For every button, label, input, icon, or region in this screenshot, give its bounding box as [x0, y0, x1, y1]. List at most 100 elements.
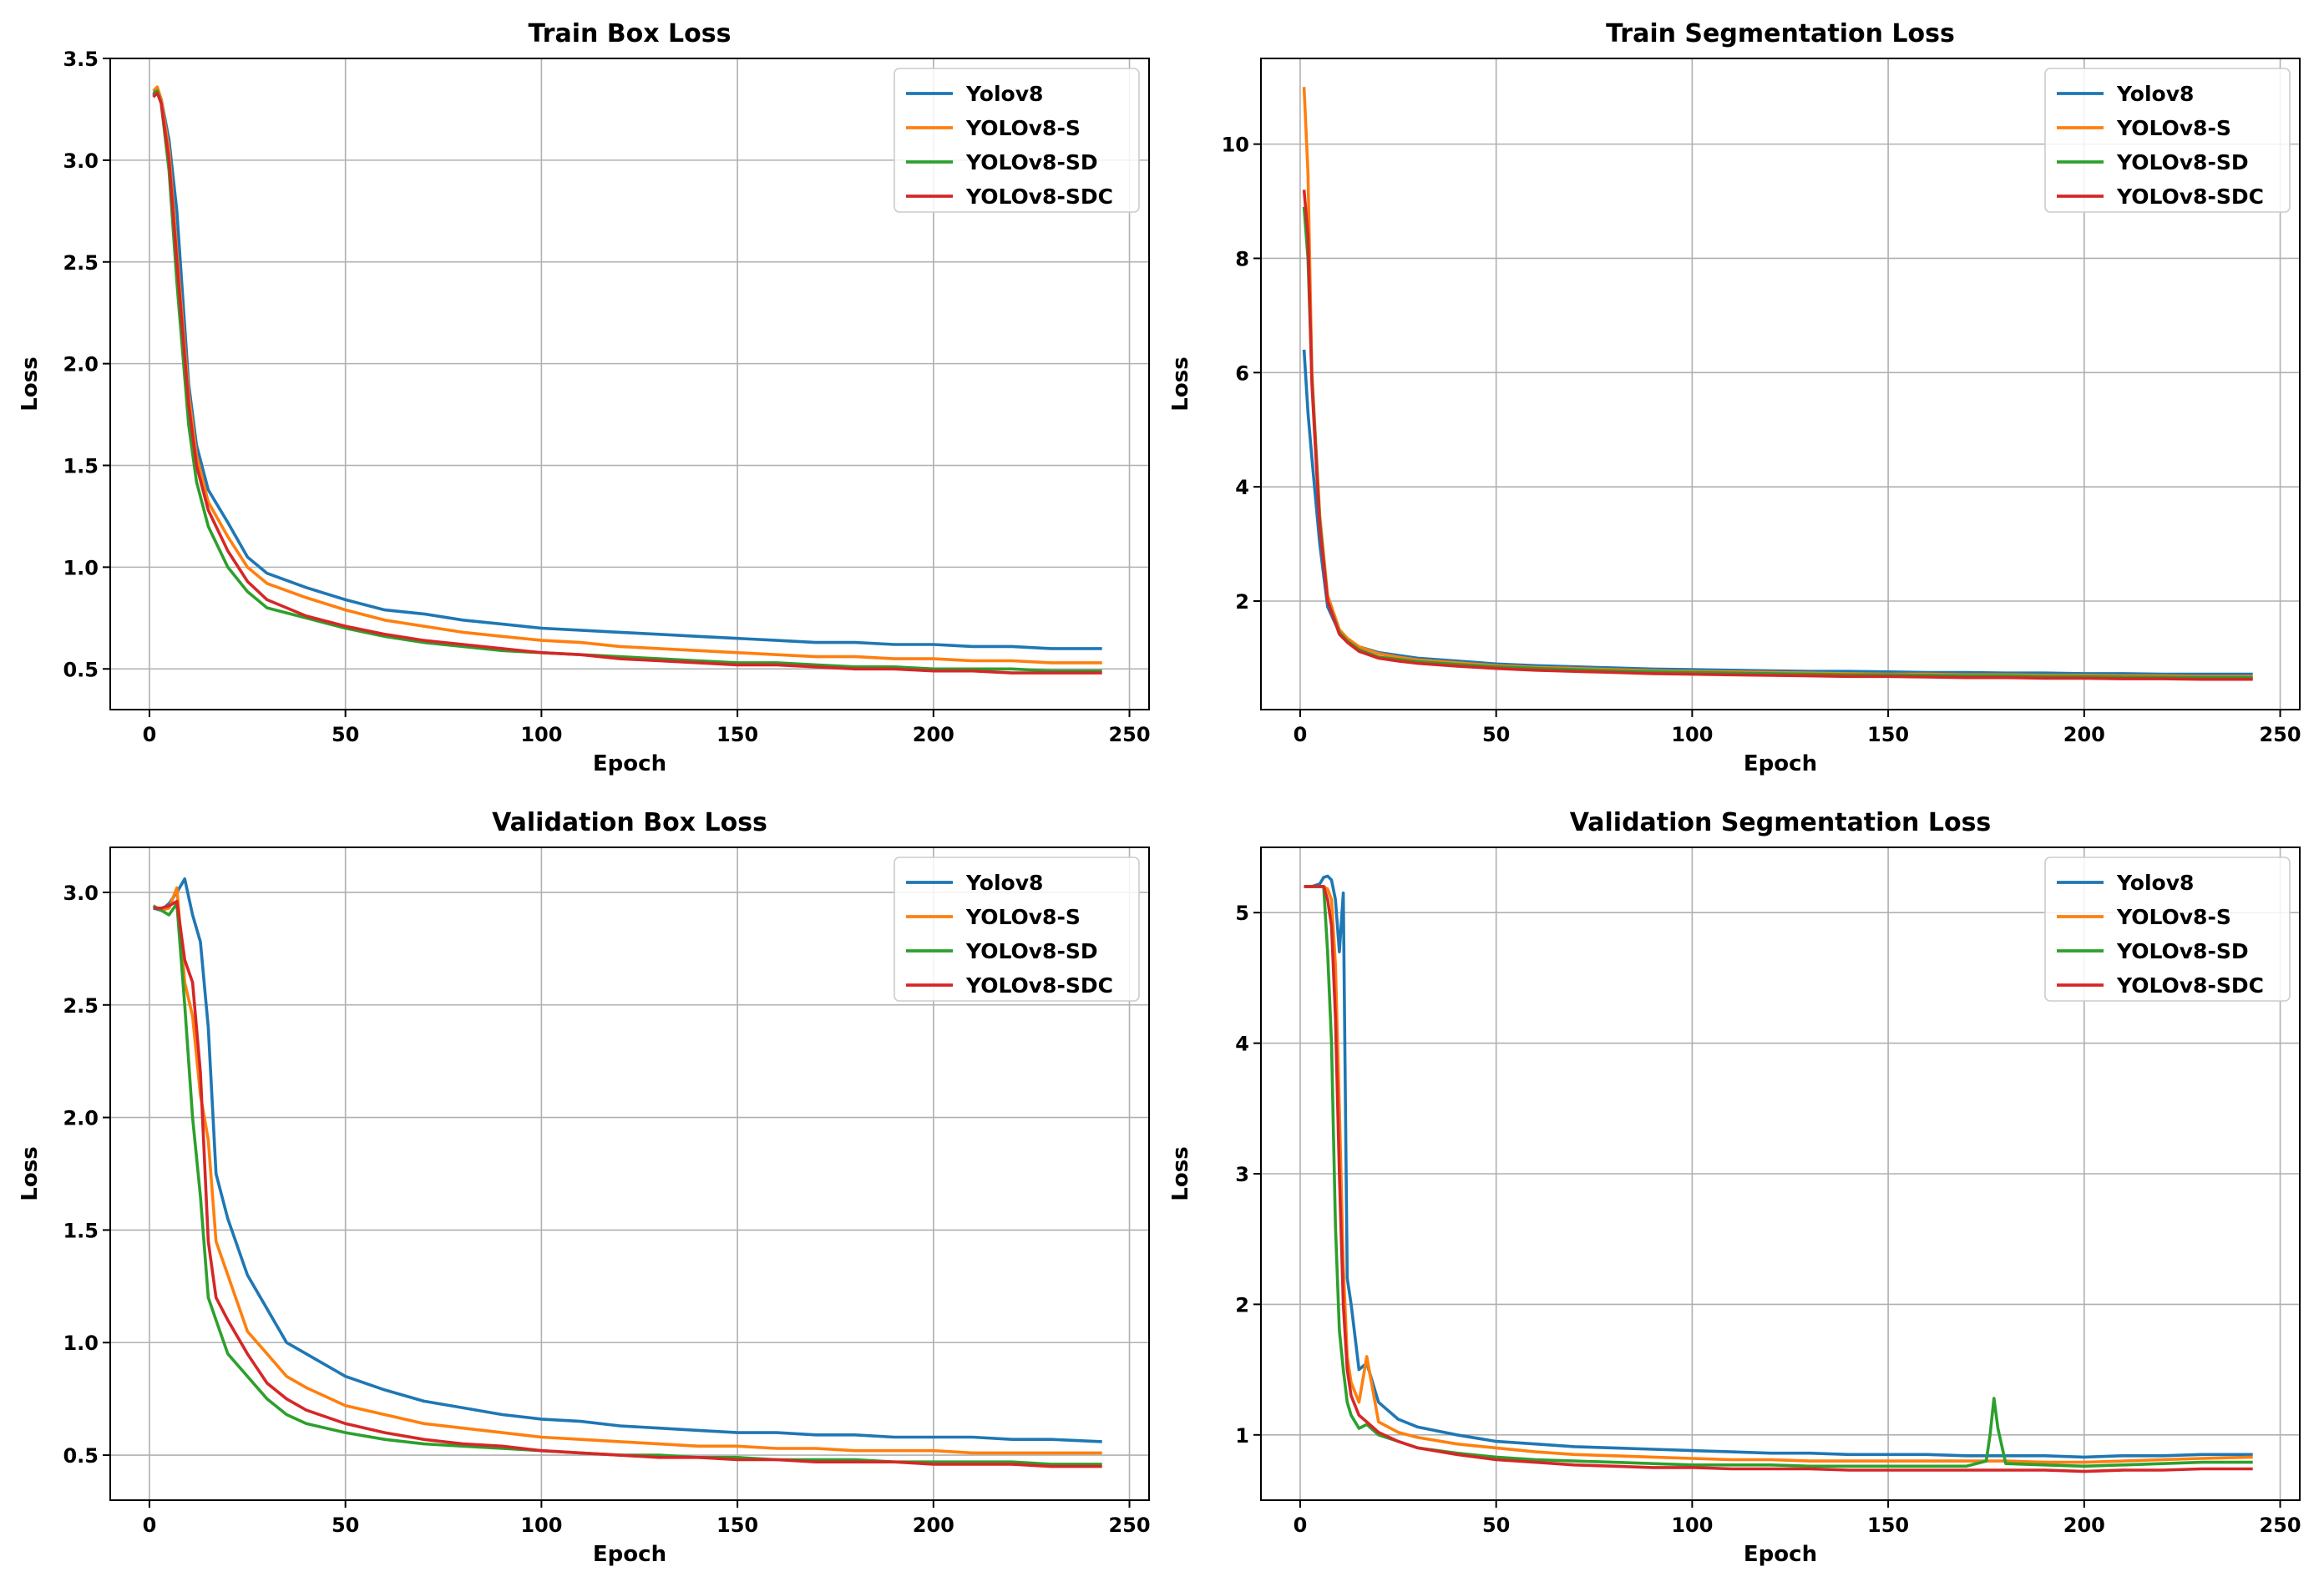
series-line-yolov8-s	[1304, 885, 2253, 1464]
y-tick-label: 10	[1222, 134, 1249, 157]
y-axis-label: Loss	[1168, 1146, 1193, 1200]
legend: Yolov8 YOLOv8-S YOLOv8-SD YOLOv8-SDC	[894, 857, 1140, 1002]
x-tick-label: 200	[913, 1514, 954, 1537]
plot-frame	[1260, 58, 2301, 710]
y-tick-label: 2	[1235, 1293, 1249, 1317]
y-tick-label: 1.0	[63, 1332, 99, 1355]
series-line-yolov8-sdc	[152, 91, 1102, 675]
y-tick-label: 3	[1235, 1163, 1249, 1186]
series-line-yolov8-s	[152, 886, 1102, 1455]
chart-title: Validation Segmentation Loss	[1570, 808, 1992, 837]
legend-box	[894, 68, 1140, 213]
x-tick-label: 150	[716, 1514, 758, 1537]
y-tick-label: 3.5	[63, 48, 99, 71]
x-tick-label: 250	[1108, 1514, 1150, 1537]
y-tick-label: 4	[1235, 476, 1249, 499]
legend-entry: YOLOv8-SD	[2116, 939, 2249, 963]
y-axis-label: Loss	[18, 1146, 43, 1200]
y-tick-label: 2.5	[63, 251, 99, 275]
x-tick-label: 0	[1294, 723, 1308, 746]
y-tick-label: 2.0	[63, 353, 99, 377]
legend-entry: YOLOv8-SDC	[2116, 973, 2264, 998]
y-tick-label: 0.5	[63, 1444, 99, 1468]
legend-box	[894, 857, 1140, 1002]
series-line-yolov8-sd	[1302, 206, 2253, 680]
chart-panel-1: 0 50 100 150 200 250 0.5 1.0 1.5 2.0 2.5 3.0 3.5 Trai…	[18, 19, 1151, 776]
x-tick-label: 250	[2259, 723, 2301, 746]
x-tick-label: 50	[1482, 1514, 1510, 1537]
legend: Yolov8 YOLOv8-S YOLOv8-SD YOLOv8-SDC	[894, 68, 1140, 213]
y-tick-label: 5	[1235, 902, 1249, 925]
series-line-yolov8	[1302, 349, 2253, 676]
x-tick-label: 250	[1108, 723, 1150, 746]
legend: Yolov8 YOLOv8-S YOLOv8-SD YOLOv8-SDC	[2044, 857, 2291, 1002]
x-tick-label: 200	[2063, 723, 2105, 746]
chart-title: Train Box Loss	[528, 19, 731, 48]
y-tick-label: 3.0	[63, 149, 99, 173]
y-tick-label: 2	[1235, 590, 1249, 614]
legend-entry: YOLOv8-S	[965, 905, 1081, 929]
x-tick-label: 100	[520, 1514, 562, 1537]
x-tick-label: 150	[1867, 723, 1909, 746]
y-tick-label: 3.0	[63, 882, 99, 905]
legend-entry: Yolov8	[2116, 871, 2194, 895]
plot-frame	[109, 58, 1150, 710]
y-tick-label: 1.5	[63, 1219, 99, 1242]
chart-title: Train Segmentation Loss	[1606, 19, 1955, 48]
y-tick-label: 0.5	[63, 658, 99, 681]
y-tick-label: 8	[1235, 247, 1249, 270]
x-tick-label: 150	[716, 723, 758, 746]
legend-entry: Yolov8	[965, 871, 1043, 895]
legend-entry: Yolov8	[2116, 82, 2194, 106]
series-line-yolov8-sdc	[153, 899, 1102, 1468]
chart-panel-2: 0 50 100 150 200 250 2 4 6 8 10 Train Segmentation …	[1168, 19, 2301, 776]
y-axis-label: Loss	[1168, 356, 1193, 411]
legend-box	[2044, 68, 2291, 213]
legend-entry: YOLOv8-SD	[965, 150, 1098, 174]
y-tick-label: 6	[1235, 361, 1249, 385]
x-tick-label: 50	[332, 723, 359, 746]
x-tick-label: 0	[143, 723, 157, 746]
legend-box	[2044, 857, 2291, 1002]
legend-entry: Yolov8	[965, 82, 1043, 106]
series-line-yolov8-sdc	[1304, 885, 2253, 1473]
legend-entry: YOLOv8-S	[2116, 116, 2231, 140]
x-tick-label: 0	[143, 1514, 157, 1537]
x-tick-label: 250	[2259, 1514, 2301, 1537]
x-tick-label: 150	[1867, 1514, 1909, 1537]
legend-entry: YOLOv8-SDC	[965, 973, 1113, 998]
legend-entry: YOLOv8-SDC	[965, 184, 1113, 209]
x-tick-label: 0	[1294, 1514, 1308, 1537]
y-axis-label: Loss	[18, 356, 43, 411]
x-tick-label: 100	[520, 723, 562, 746]
x-axis-label: Epoch	[1744, 1542, 1817, 1567]
x-tick-label: 50	[1482, 723, 1510, 746]
x-tick-label: 200	[2063, 1514, 2105, 1537]
legend-entry: YOLOv8-S	[965, 116, 1081, 140]
x-tick-label: 200	[913, 723, 954, 746]
legend: Yolov8 YOLOv8-S YOLOv8-SD YOLOv8-SDC	[2044, 68, 2291, 213]
chart-panel-3: 0 50 100 150 200 250 0.5 1.0 1.5 2.0 2.5 3.0 Validat…	[18, 808, 1151, 1567]
chart-panel-4: 0 50 100 150 200 250 1 2 3 4 5 Validation Segmentat…	[1168, 808, 2301, 1567]
x-axis-label: Epoch	[1744, 751, 1817, 776]
y-tick-label: 4	[1235, 1033, 1249, 1056]
y-tick-label: 2.5	[63, 994, 99, 1018]
y-tick-label: 1	[1235, 1424, 1249, 1448]
chart-title: Validation Box Loss	[492, 808, 767, 837]
legend-entry: YOLOv8-S	[2116, 905, 2231, 929]
series-line-yolov8-sdc	[1302, 190, 2253, 681]
legend-entry: YOLOv8-SD	[965, 939, 1098, 963]
y-tick-label: 2.0	[63, 1107, 99, 1130]
series-line-yolov8	[1304, 874, 2253, 1459]
x-tick-label: 50	[332, 1514, 359, 1537]
series-line-yolov8-sd	[1304, 885, 2253, 1468]
legend-entry: YOLOv8-SDC	[2116, 184, 2264, 209]
x-tick-label: 100	[1671, 1514, 1713, 1537]
y-tick-label: 1.5	[63, 455, 99, 478]
x-axis-label: Epoch	[593, 751, 666, 776]
series-line-yolov8	[153, 877, 1102, 1443]
series-line-yolov8-sd	[152, 89, 1102, 673]
y-tick-label: 1.0	[63, 556, 99, 579]
x-axis-label: Epoch	[593, 1542, 666, 1567]
